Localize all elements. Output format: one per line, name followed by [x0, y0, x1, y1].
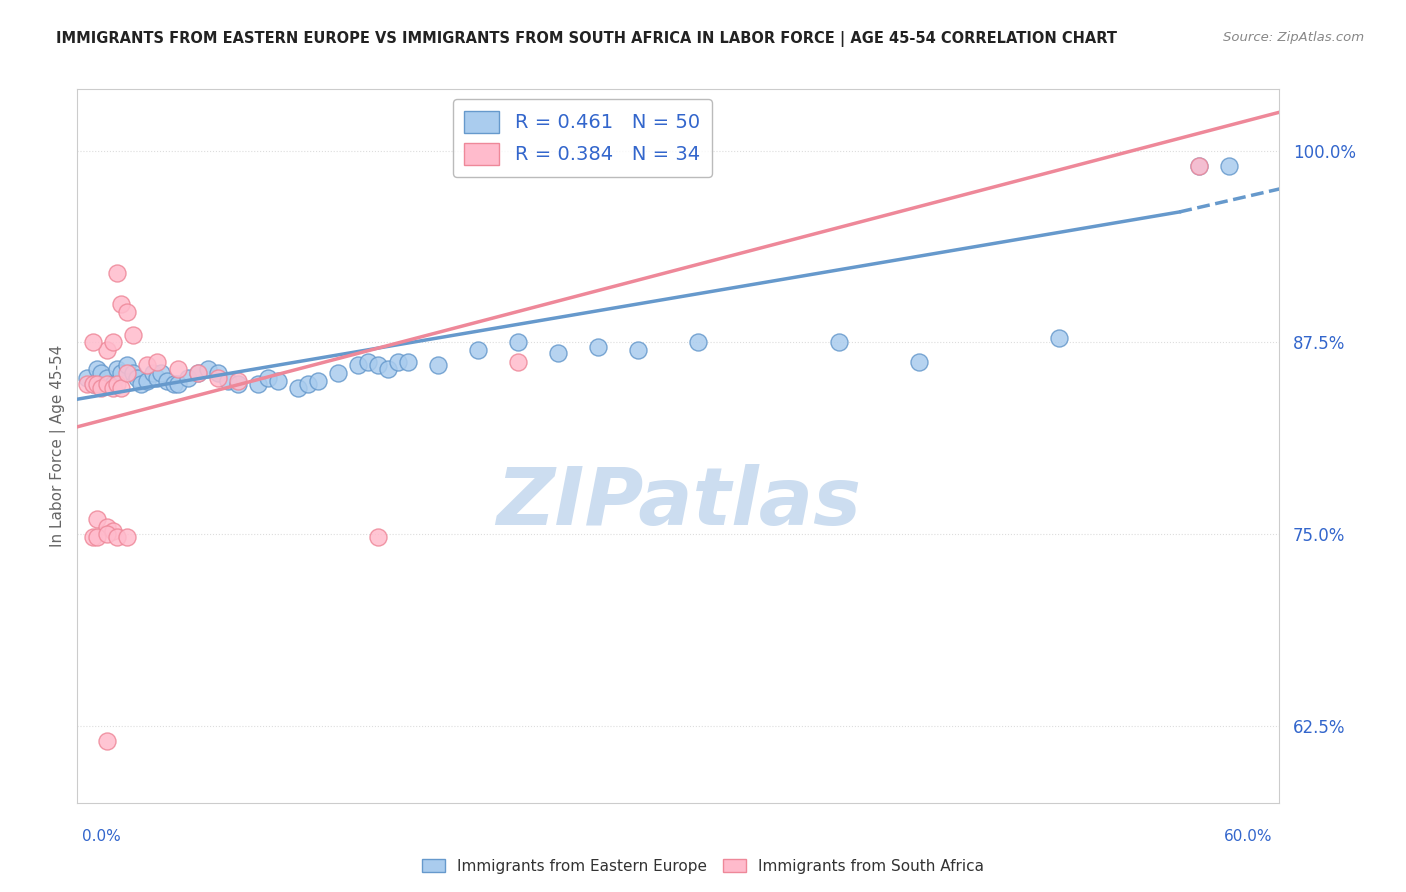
Point: [96, 527, 118, 541]
Text: ZIPatlas: ZIPatlas: [496, 464, 860, 542]
Text: 60.0%: 60.0%: [1225, 830, 1272, 844]
Point: [107, 530, 129, 544]
Point: [107, 266, 129, 280]
Point: [326, 366, 349, 380]
Point: [226, 376, 249, 391]
Point: [627, 343, 650, 357]
Point: [103, 524, 125, 538]
Point: [90, 366, 112, 380]
Point: [110, 366, 132, 380]
Point: [136, 359, 159, 373]
Point: [103, 381, 125, 395]
Text: Source: ZipAtlas.com: Source: ZipAtlas.com: [1223, 31, 1364, 45]
Point: [82, 376, 104, 391]
Text: 0.0%: 0.0%: [82, 830, 121, 844]
Point: [176, 370, 198, 384]
Point: [367, 530, 389, 544]
Point: [207, 366, 229, 380]
Point: [122, 366, 145, 380]
Point: [1188, 159, 1211, 173]
Point: [131, 376, 153, 391]
Point: [110, 297, 132, 311]
Point: [146, 370, 169, 384]
Point: [86, 376, 108, 391]
Point: [467, 343, 489, 357]
Point: [142, 366, 165, 380]
Point: [162, 376, 184, 391]
Point: [688, 335, 710, 350]
Point: [136, 374, 159, 388]
Point: [347, 359, 370, 373]
Point: [76, 370, 98, 384]
Point: [1218, 159, 1240, 173]
Point: [86, 512, 108, 526]
Point: [127, 370, 149, 384]
Point: [246, 376, 269, 391]
Point: [107, 376, 129, 391]
Point: [96, 370, 118, 384]
Point: [96, 343, 118, 357]
Point: [828, 335, 851, 350]
Point: [107, 361, 129, 376]
Point: [207, 370, 229, 384]
Point: [367, 359, 389, 373]
Point: [110, 381, 132, 395]
Point: [357, 355, 380, 369]
Point: [103, 335, 125, 350]
Point: [287, 381, 309, 395]
Point: [427, 359, 450, 373]
Point: [1188, 159, 1211, 173]
Point: [908, 355, 931, 369]
Point: [82, 530, 104, 544]
Point: [156, 374, 179, 388]
Point: [166, 361, 188, 376]
Point: [86, 530, 108, 544]
Point: [267, 374, 290, 388]
Point: [96, 376, 118, 391]
Point: [387, 355, 409, 369]
Point: [1047, 331, 1070, 345]
Point: [117, 530, 139, 544]
Point: [146, 355, 169, 369]
Point: [226, 374, 249, 388]
Point: [117, 359, 139, 373]
Point: [117, 304, 139, 318]
Point: [396, 355, 419, 369]
Point: [197, 361, 219, 376]
Point: [90, 381, 112, 395]
Point: [76, 376, 98, 391]
Point: [150, 366, 173, 380]
Point: [82, 376, 104, 391]
Legend: R = 0.461   N = 50, R = 0.384   N = 34: R = 0.461 N = 50, R = 0.384 N = 34: [453, 99, 711, 177]
Point: [256, 370, 278, 384]
Text: IMMIGRANTS FROM EASTERN EUROPE VS IMMIGRANTS FROM SOUTH AFRICA IN LABOR FORCE | : IMMIGRANTS FROM EASTERN EUROPE VS IMMIGR…: [56, 31, 1118, 47]
Point: [217, 374, 239, 388]
Point: [86, 361, 108, 376]
Point: [508, 355, 530, 369]
Point: [547, 346, 569, 360]
Y-axis label: In Labor Force | Age 45-54: In Labor Force | Age 45-54: [51, 345, 66, 547]
Point: [96, 734, 118, 748]
Legend: Immigrants from Eastern Europe, Immigrants from South Africa: Immigrants from Eastern Europe, Immigran…: [416, 853, 990, 880]
Point: [588, 340, 610, 354]
Point: [307, 374, 329, 388]
Point: [377, 361, 399, 376]
Point: [96, 519, 118, 533]
Point: [166, 376, 188, 391]
Point: [117, 366, 139, 380]
Point: [508, 335, 530, 350]
Point: [82, 335, 104, 350]
Point: [122, 327, 145, 342]
Point: [186, 366, 209, 380]
Point: [297, 376, 319, 391]
Point: [186, 366, 209, 380]
Point: [103, 376, 125, 391]
